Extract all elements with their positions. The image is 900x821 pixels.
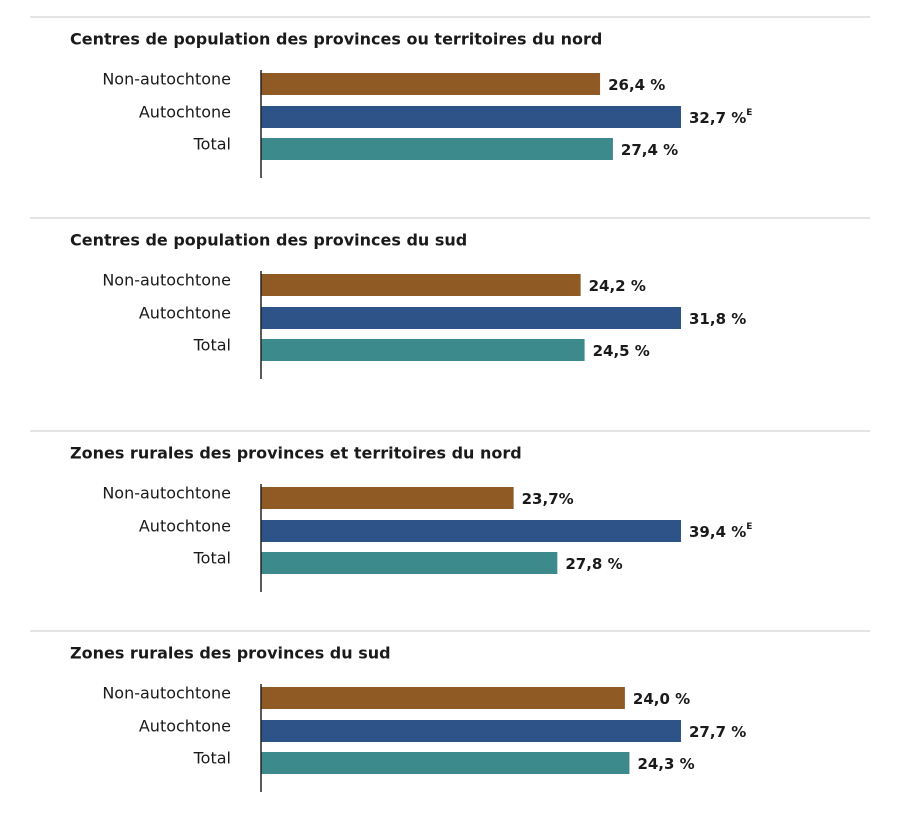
value-label: 26,4 % [608, 76, 665, 94]
bar [261, 687, 625, 709]
category-label: Autochtone [139, 717, 231, 736]
category-label: Total [193, 749, 231, 768]
value-label: 23,7% [522, 490, 574, 508]
value-label: 39,4 %E [689, 522, 752, 541]
category-label: Non-autochtone [102, 271, 231, 290]
panel-title: Zones rurales des provinces du sud [70, 644, 391, 663]
bar [261, 752, 630, 774]
bar [261, 487, 514, 509]
value-label: 27,4 % [621, 141, 678, 159]
value-text: 39,4 % [689, 523, 746, 541]
value-text: 27,7 % [689, 723, 746, 741]
bar [261, 274, 581, 296]
category-label: Total [193, 549, 231, 568]
value-label: 27,8 % [565, 555, 622, 573]
category-label: Autochtone [139, 103, 231, 122]
bar [261, 720, 681, 742]
bar [261, 138, 613, 160]
value-text: 24,2 % [589, 277, 646, 295]
value-label: 32,7 %E [689, 108, 752, 127]
category-label: Autochtone [139, 304, 231, 323]
bar [261, 106, 681, 128]
value-label: 24,0 % [633, 690, 690, 708]
category-label: Total [193, 336, 231, 355]
category-label: Non-autochtone [102, 684, 231, 703]
category-label: Non-autochtone [102, 70, 231, 89]
value-text: 27,8 % [565, 555, 622, 573]
bar [261, 520, 681, 542]
value-label: 24,3 % [637, 755, 694, 773]
value-text: 24,3 % [637, 755, 694, 773]
value-text: 31,8 % [689, 310, 746, 328]
category-label: Non-autochtone [102, 484, 231, 503]
category-label: Total [193, 135, 231, 154]
bar [261, 552, 558, 574]
bar [261, 339, 585, 361]
value-text: 23,7% [522, 490, 574, 508]
note: E [746, 522, 752, 532]
value-text: 24,0 % [633, 690, 690, 708]
value-label: 31,8 % [689, 310, 746, 328]
bar [261, 73, 601, 95]
panel-title: Zones rurales des provinces et territoir… [70, 444, 522, 463]
value-label: 24,2 % [589, 277, 646, 295]
value-text: 32,7 % [689, 109, 746, 127]
category-label: Autochtone [139, 517, 231, 536]
panel-title: Centres de population des provinces ou t… [70, 30, 602, 49]
value-label: 27,7 % [689, 723, 746, 741]
value-text: 24,5 % [593, 342, 650, 360]
value-text: 27,4 % [621, 141, 678, 159]
note: E [746, 108, 752, 118]
panel-title: Centres de population des provinces du s… [70, 231, 467, 250]
bar [261, 307, 681, 329]
value-text: 26,4 % [608, 76, 665, 94]
value-label: 24,5 % [593, 342, 650, 360]
